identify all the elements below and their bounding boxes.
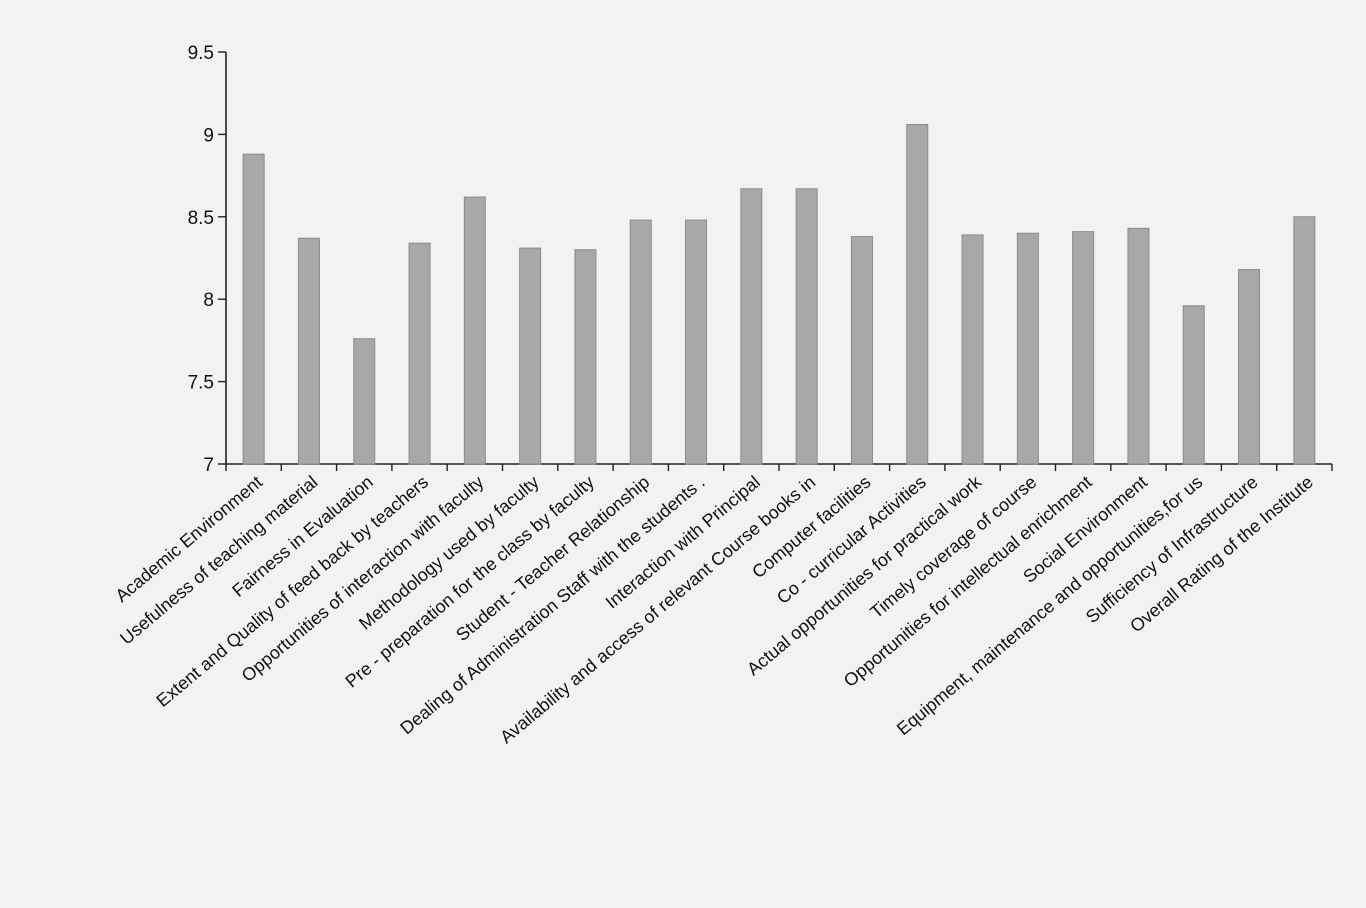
bar: [850, 236, 873, 465]
bar: [906, 124, 929, 465]
y-tick-label: 8: [203, 290, 214, 311]
x-axis: [225, 463, 1333, 471]
bars: [242, 124, 1316, 465]
y-tick-label: 7.5: [188, 373, 214, 394]
y-axis: 7 7.5 8 8.5 9 9.5: [188, 43, 227, 476]
bar: [1127, 227, 1150, 465]
bar: [353, 338, 376, 465]
bar: [685, 219, 708, 465]
bar: [1182, 305, 1205, 465]
bar: [1238, 269, 1261, 465]
bar: [1016, 232, 1039, 465]
bar: [519, 247, 542, 465]
bar: [297, 237, 320, 465]
bar: [574, 249, 597, 465]
bar: [961, 234, 984, 465]
bar: [1072, 231, 1095, 465]
y-tick-label: 9.5: [188, 43, 214, 64]
y-tick-label: 8.5: [188, 208, 214, 229]
bar: [408, 242, 431, 465]
y-tick-label: 9: [203, 125, 214, 146]
bar: [740, 188, 763, 465]
bar: [242, 153, 265, 465]
bar: [463, 196, 486, 465]
y-tick-label: 7: [203, 455, 214, 476]
bar: [629, 219, 652, 465]
bar: [1293, 216, 1316, 465]
bar: [795, 188, 818, 465]
